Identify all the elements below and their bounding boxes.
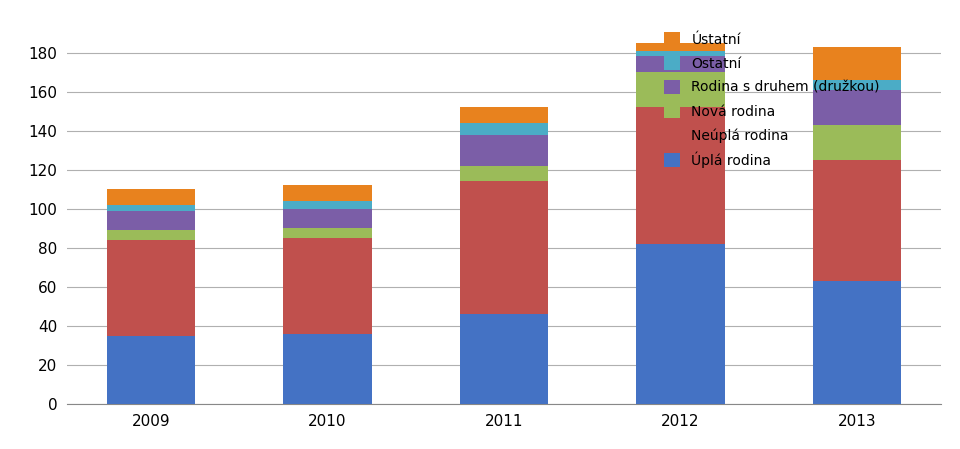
Bar	[460, 107, 548, 123]
Bar	[460, 166, 548, 181]
Bar	[460, 135, 548, 166]
Bar	[813, 47, 901, 80]
Bar	[107, 230, 195, 240]
Bar	[813, 281, 901, 404]
Bar	[813, 80, 901, 90]
Bar	[813, 125, 901, 160]
Bar	[283, 201, 372, 209]
Bar	[107, 240, 195, 336]
Bar	[813, 160, 901, 281]
Bar	[813, 90, 901, 125]
Bar	[636, 107, 725, 244]
Bar	[283, 334, 372, 404]
Bar	[460, 181, 548, 314]
Bar	[636, 57, 725, 72]
Bar	[636, 72, 725, 107]
Bar	[636, 43, 725, 51]
Bar	[107, 205, 195, 211]
Bar	[107, 336, 195, 404]
Bar	[460, 123, 548, 135]
Bar	[460, 314, 548, 404]
Bar	[283, 185, 372, 201]
Bar	[283, 209, 372, 229]
Bar	[107, 189, 195, 205]
Bar	[636, 244, 725, 404]
Legend: Ústatní, Ostatní, Rodina s druhem (družkou), Nová rodina, Neúplá rodina, Úplá ro: Ústatní, Ostatní, Rodina s druhem (družk…	[660, 28, 884, 172]
Bar	[636, 51, 725, 57]
Bar	[107, 211, 195, 230]
Bar	[283, 228, 372, 238]
Bar	[283, 238, 372, 334]
